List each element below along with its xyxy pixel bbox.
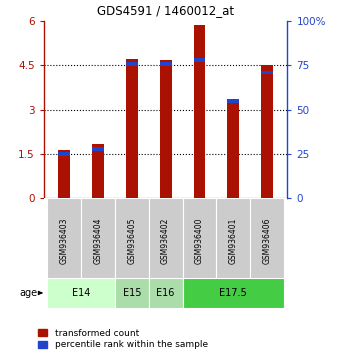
Bar (115, 198, 149, 283)
Bar (115, 278, 149, 308)
Bar (160, 62, 172, 65)
Text: GSM936404: GSM936404 (94, 217, 102, 264)
Text: GSM936402: GSM936402 (161, 217, 170, 264)
Bar (149, 278, 183, 308)
Text: GSM936400: GSM936400 (195, 217, 204, 264)
Bar (183, 278, 284, 308)
Bar (47, 278, 115, 308)
Text: GSM936406: GSM936406 (263, 217, 271, 264)
Bar (183, 198, 216, 283)
Bar (149, 198, 183, 283)
Bar (261, 71, 273, 74)
Bar (126, 62, 138, 65)
Text: GSM936403: GSM936403 (60, 217, 69, 264)
Bar (193, 58, 206, 62)
Bar (250, 198, 284, 283)
Bar (81, 198, 115, 283)
Text: GSM936401: GSM936401 (229, 217, 238, 264)
Bar (261, 65, 273, 198)
Bar (47, 198, 81, 283)
Text: age: age (19, 288, 37, 298)
Bar (227, 99, 239, 103)
Bar (160, 60, 172, 198)
Text: GSM936405: GSM936405 (127, 217, 136, 264)
Bar (227, 102, 239, 198)
Text: E15: E15 (123, 288, 141, 298)
Bar (92, 147, 104, 150)
Title: GDS4591 / 1460012_at: GDS4591 / 1460012_at (97, 4, 234, 17)
Legend: transformed count, percentile rank within the sample: transformed count, percentile rank withi… (38, 329, 208, 349)
Bar (216, 198, 250, 283)
Text: E14: E14 (72, 288, 90, 298)
Bar (58, 152, 70, 156)
Bar (92, 144, 104, 198)
Text: E16: E16 (156, 288, 175, 298)
Text: E17.5: E17.5 (219, 288, 247, 298)
Bar (58, 149, 70, 198)
Bar (126, 59, 138, 198)
Bar (193, 25, 206, 198)
